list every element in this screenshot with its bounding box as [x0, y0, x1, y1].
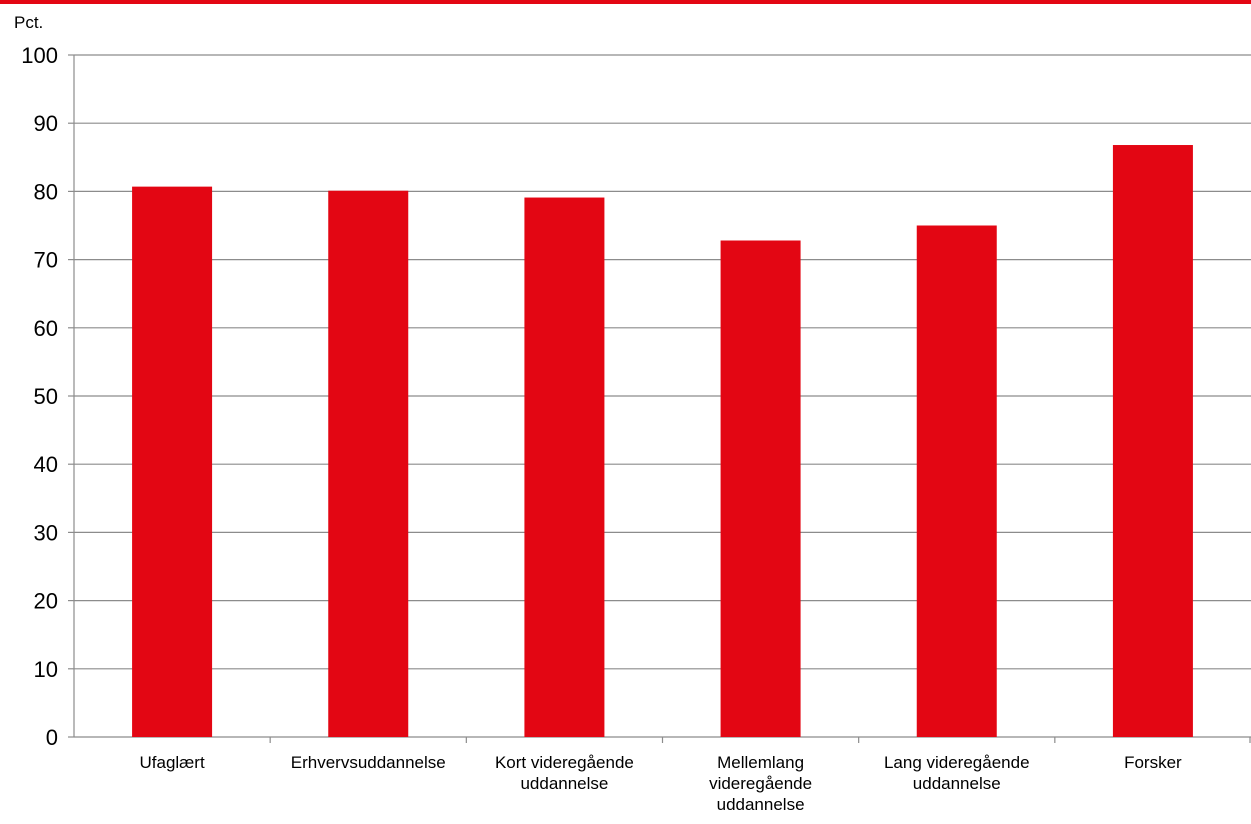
x-tick-label-line: Lang videregående [884, 753, 1030, 772]
bar [132, 186, 213, 738]
x-tick-label-line: uddannelse [520, 774, 608, 793]
x-tick-label: Ufaglært [139, 753, 204, 772]
x-tick-label-line: Forsker [1124, 753, 1182, 772]
x-tick-label-line: Kort videregående [495, 753, 634, 772]
gridlines [74, 54, 1251, 670]
y-tick-label: 0 [46, 725, 58, 750]
x-tick-label: Lang videregående uddannelse [884, 753, 1030, 793]
bar [720, 240, 801, 737]
x-tick-label-line: uddannelse [913, 774, 1001, 793]
y-tick-label: 40 [34, 452, 58, 477]
x-tick-label: Mellemlang videregående uddannelse [709, 753, 812, 814]
x-tick-label: Forsker [1124, 753, 1182, 772]
x-tick-label: Erhvervsuddannelse [291, 753, 446, 772]
x-tick-label-line: videregående [709, 774, 812, 793]
axes [68, 54, 1251, 743]
y-tick-label: 80 [34, 179, 58, 204]
y-axis-unit-label: Pct. [14, 13, 43, 32]
y-tick-label: 50 [34, 384, 58, 409]
bar [916, 225, 997, 737]
x-tick-labels: Ufaglært Erhvervsuddannelse Kort videregåe… [139, 753, 1182, 814]
x-tick-label: Kort videregående uddannelse [495, 753, 634, 793]
bar [524, 197, 605, 738]
y-tick-label: 70 [34, 248, 58, 273]
y-tick-label: 10 [34, 657, 58, 682]
y-tick-labels: 0 10 20 30 40 50 60 70 80 90 100 [21, 43, 58, 750]
y-tick-label: 90 [34, 111, 58, 136]
bar [1112, 145, 1193, 738]
x-tick-label-line: Erhvervsuddannelse [291, 753, 446, 772]
x-tick-label-line: Mellemlang [717, 753, 804, 772]
y-tick-label: 30 [34, 520, 58, 545]
x-tick-label-line: uddannelse [717, 795, 805, 814]
bar [328, 190, 409, 737]
top-accent-rule [0, 0, 1251, 4]
y-tick-label: 100 [21, 43, 58, 68]
x-tick-label-line: Ufaglært [139, 753, 204, 772]
y-tick-label: 60 [34, 316, 58, 341]
y-tick-label: 20 [34, 589, 58, 614]
bars [132, 145, 1193, 738]
